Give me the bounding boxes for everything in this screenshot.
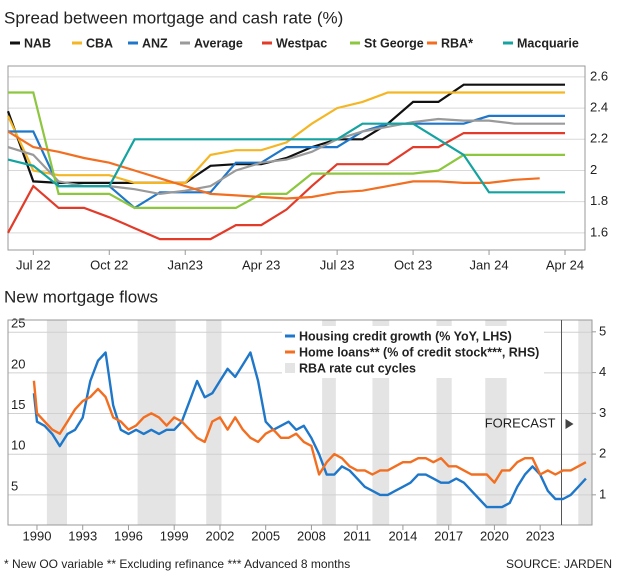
y2-tick-label: 1	[599, 486, 606, 501]
series-line	[7, 122, 565, 194]
plot-frame	[7, 319, 593, 526]
x-tick-label: Apr 24	[546, 257, 584, 272]
x-tick-label: 2017	[434, 528, 463, 543]
chart-title: New mortgage flows	[4, 287, 158, 306]
legend-swatch	[285, 363, 295, 373]
shaded-band	[46, 320, 68, 525]
x-tick-label: Jan23	[168, 257, 203, 272]
series-line	[32, 351, 587, 509]
x-tick-label: 1999	[160, 528, 189, 543]
y-tick-label: 1.6	[590, 224, 608, 239]
y-tick-label: 10	[11, 438, 25, 453]
y-tick-label: 2.2	[590, 131, 608, 146]
legend-label: Housing credit growth (% YoY, LHS)	[299, 329, 512, 343]
legend-label: Westpac	[276, 36, 327, 50]
y-tick-label: 2.4	[590, 100, 608, 115]
legend-label: RBA rate cut cycles	[299, 361, 416, 375]
x-tick-label: Oct 23	[394, 257, 432, 272]
legend-label: NAB	[24, 36, 51, 50]
forecast-arrow	[565, 419, 574, 429]
x-tick-label: 2008	[297, 528, 326, 543]
x-tick-label: 2011	[343, 528, 371, 543]
x-tick-label: 1996	[114, 528, 143, 543]
chart-title: Spread between mortgage and cash rate (%…	[4, 8, 343, 27]
shaded-band	[578, 320, 592, 525]
legend-label: St George	[364, 36, 424, 50]
x-tick-label: Jul 22	[16, 257, 51, 272]
x-tick-label: Jan 24	[470, 257, 509, 272]
source: SOURCE: JARDEN	[506, 557, 612, 571]
x-tick-label: Oct 22	[90, 257, 128, 272]
y-tick-label: 15	[11, 397, 25, 412]
y2-tick-label: 4	[599, 364, 606, 379]
y-tick-label: 2.6	[590, 68, 608, 83]
x-tick-label: 2005	[251, 528, 280, 543]
legend-label: ANZ	[142, 36, 168, 50]
x-tick-label: Apr 23	[242, 257, 280, 272]
legend-label: RBA*	[441, 36, 473, 50]
legend-label: Average	[194, 36, 243, 50]
y-tick-label: 5	[11, 478, 18, 493]
series-line	[7, 132, 565, 241]
y-tick-label: 20	[11, 356, 25, 371]
series-line	[7, 91, 565, 184]
y2-tick-label: 3	[599, 405, 606, 420]
y-tick-label: 1.8	[590, 193, 608, 208]
y2-tick-label: 5	[599, 323, 606, 338]
y2-tick-label: 2	[599, 446, 606, 461]
annotation: FORECAST	[485, 415, 556, 430]
series-line	[7, 130, 540, 200]
x-tick-label: 1990	[23, 528, 52, 543]
legend-label: CBA	[86, 36, 113, 50]
y-tick-label: 25	[11, 316, 25, 331]
x-tick-label: 2014	[388, 528, 417, 543]
legend-label: Home loans** (% of credit stock***, RHS)	[299, 345, 539, 359]
plot-frame	[7, 65, 586, 251]
x-tick-label: 1993	[68, 528, 97, 543]
series-line	[8, 91, 565, 209]
x-tick-label: 2002	[205, 528, 234, 543]
shaded-band	[206, 320, 222, 525]
x-tick-label: 2020	[480, 528, 509, 543]
x-tick-label: Jul 23	[320, 257, 355, 272]
legend-box	[282, 326, 544, 378]
series-line	[32, 380, 587, 484]
y-tick-label: 2	[590, 162, 597, 177]
series-line	[6, 83, 565, 184]
x-tick-label: 2023	[526, 528, 555, 543]
legend-label: Macquarie	[517, 36, 579, 50]
footnote: * New OO variable ** Excluding refinance…	[4, 557, 350, 571]
